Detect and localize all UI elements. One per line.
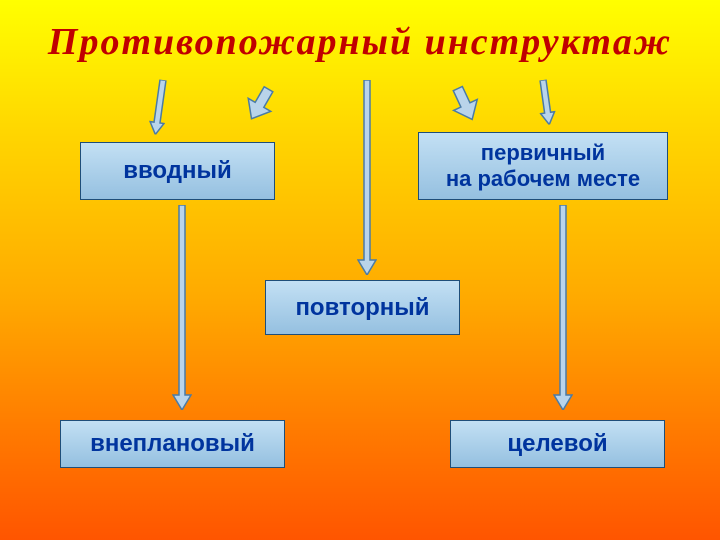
page-title: Противопожарный инструктаж <box>0 20 720 64</box>
arrow-diag-icon <box>147 79 170 136</box>
arrow-long-down-icon <box>172 205 192 410</box>
box-label: вводный <box>123 157 232 185</box>
arrow-long-down-icon <box>357 80 377 275</box>
box-label: первичный на рабочем месте <box>446 140 640 192</box>
arrow-down-icon <box>443 80 486 127</box>
arrow-diag-icon <box>535 79 557 126</box>
box-tselevoy: целевой <box>450 420 665 468</box>
box-povtornyy: повторный <box>265 280 460 335</box>
arrow-long-down-icon <box>553 205 573 410</box>
box-label: целевой <box>507 430 607 458</box>
arrow-down-icon <box>238 80 283 128</box>
box-vneplanovyy: внеплановый <box>60 420 285 468</box>
box-label: внеплановый <box>90 430 255 458</box>
box-vvodnyy: вводный <box>80 142 275 200</box>
box-pervichnyy: первичный на рабочем месте <box>418 132 668 200</box>
box-label: повторный <box>295 294 429 322</box>
